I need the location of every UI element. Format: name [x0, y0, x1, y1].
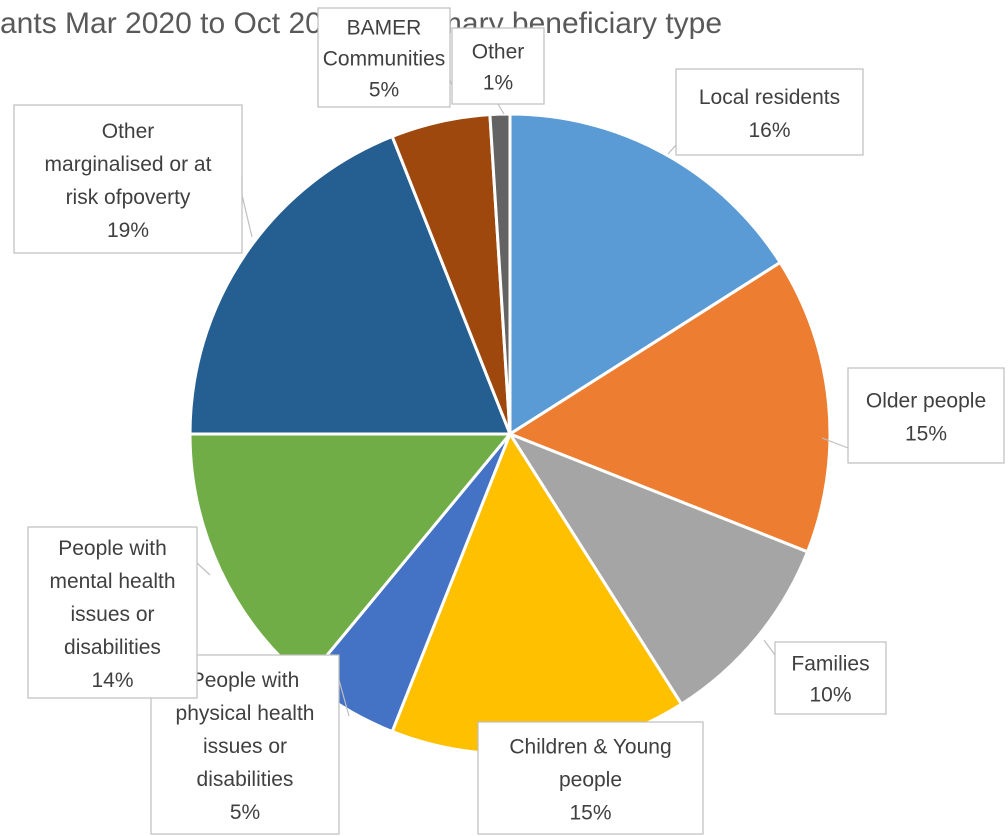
data-label-category: People with [58, 537, 167, 560]
data-label-category: Older people [866, 390, 986, 413]
data-label-box [774, 641, 887, 715]
data-label-category: disabilities [197, 768, 294, 791]
data-label-people-with-mental-health-issues-or-disabilities: People with mental health issues or disabil… [27, 526, 211, 699]
data-labels: Local residents 16% Older people 15% Familie… [13, 7, 1005, 835]
data-label-category: mental health [49, 570, 175, 593]
data-label-percent: 1% [483, 72, 513, 95]
data-label-category: risk ofpoverty [66, 186, 191, 209]
data-label-children-young-people: Children & Young people 15% [477, 721, 704, 835]
data-label-percent: 15% [905, 423, 947, 446]
pie-slice-families [506, 430, 810, 707]
data-label-category: BAMER [347, 17, 422, 40]
leader-line [667, 144, 677, 155]
leader-line [821, 437, 849, 449]
data-label-category: Children & Young [509, 736, 671, 759]
data-label-category: Other [472, 41, 525, 64]
data-label-category: issues or [70, 603, 154, 626]
data-label-box [451, 27, 545, 105]
leader-line [338, 679, 350, 717]
data-label-older-people: Older people 15% [821, 367, 1005, 464]
leader-line [497, 103, 505, 115]
data-label-box [847, 367, 1005, 464]
data-label-category: issues or [203, 735, 287, 758]
data-label-other: Other 1% [451, 27, 545, 115]
data-label-category: Local residents [699, 86, 840, 109]
data-label-box [27, 526, 198, 699]
data-label-box [13, 104, 243, 254]
data-label-percent: 10% [809, 684, 851, 707]
data-label-category: Families [791, 653, 869, 676]
data-label-percent: 16% [748, 119, 790, 142]
pie-slice-local-residents [508, 112, 783, 437]
data-label-percent: 19% [107, 219, 149, 242]
data-label-box [675, 68, 864, 156]
data-label-box [477, 721, 704, 835]
data-label-category: Other [102, 120, 155, 143]
data-label-bamer-communities: BAMER Communities 5% [317, 7, 459, 108]
data-label-percent: 5% [369, 79, 399, 102]
data-label-category: Communities [323, 48, 446, 71]
data-label-category: physical health [176, 702, 315, 725]
data-label-category: people [559, 769, 622, 792]
data-label-percent: 14% [91, 669, 133, 692]
data-label-category: People with [191, 669, 300, 692]
data-label-people-with-physical-health-issues-or-disabilities: People with physical health issues or disab… [150, 654, 350, 835]
leader-line [763, 639, 776, 656]
data-label-category: disabilities [64, 636, 161, 659]
pie-slices [188, 112, 832, 756]
leader-line [196, 562, 211, 576]
leader-line [241, 176, 253, 238]
pie-slice-older-people [506, 260, 832, 554]
data-label-percent: 5% [230, 801, 260, 824]
data-label-families: Families 10% [763, 639, 887, 715]
data-label-box [317, 7, 451, 108]
pie-slice-other [488, 112, 512, 435]
data-label-percent: 15% [569, 802, 611, 825]
pie-slice-other-marginalised-or-at-risk-ofpoverty [188, 134, 513, 436]
data-label-other-marginalised-or-at-risk-ofpoverty: Other marginalised or at risk ofpoverty 19% [13, 104, 253, 254]
data-label-local-residents: Local residents 16% [667, 68, 864, 156]
data-label-category: marginalised or at [45, 153, 212, 176]
